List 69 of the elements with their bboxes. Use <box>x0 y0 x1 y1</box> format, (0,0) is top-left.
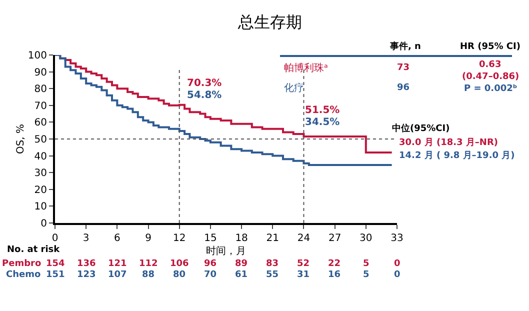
annotation: 中位(95%CI) <box>392 123 450 134</box>
text: 31 <box>297 270 310 280</box>
text: 帕博利珠ᵃ <box>284 62 328 74</box>
text: 61 <box>235 270 248 280</box>
y-tick-label: 50 <box>34 134 47 146</box>
y-tick-label: 80 <box>34 84 47 96</box>
text: 5 <box>363 270 370 280</box>
text: 154 <box>46 259 65 269</box>
x-tick-label: 24 <box>297 233 310 244</box>
text: (0.47–0.86) <box>462 72 520 82</box>
y-tick-label: 90 <box>34 67 47 78</box>
text: 0 <box>394 259 400 269</box>
text: 30.0 月 (18.3 月–NR) <box>399 137 498 148</box>
text: 80 <box>173 270 186 280</box>
x-tick-label: 15 <box>204 233 217 244</box>
x-tick-label: 9 <box>145 233 152 244</box>
x-tick-label: 27 <box>328 233 342 244</box>
y-tick-label: 0 <box>40 218 47 230</box>
text: 70 <box>204 270 217 280</box>
annotation: 70.3% <box>187 78 222 89</box>
text: No. at risk <box>7 245 61 255</box>
text: 88 <box>142 270 155 280</box>
text: Pembro <box>2 259 42 269</box>
text: 化疗 <box>284 82 304 94</box>
x-tick-label: 21 <box>266 233 280 244</box>
text: 123 <box>77 270 96 280</box>
x-tick-label: 30 <box>360 233 372 244</box>
x-tick-label: 3 <box>82 233 90 244</box>
text: 106 <box>170 259 189 269</box>
annotation: 34.5% <box>305 117 340 128</box>
text: 16 <box>328 270 341 280</box>
text: HR (95% CI) <box>460 42 520 52</box>
x-tick-label: 6 <box>114 233 120 244</box>
annotation: 73 <box>397 63 410 73</box>
text: 136 <box>77 259 96 269</box>
text: 0.63 <box>479 60 502 70</box>
text: 107 <box>108 270 127 280</box>
y-tick-label: 40 <box>34 151 47 162</box>
y-tick-label: 70 <box>34 100 47 112</box>
x-tick-label: 33 <box>390 233 404 244</box>
text: 14.2 月 ( 9.8 月–19.0 月) <box>399 150 515 161</box>
x-axis-title: 时间，月 <box>206 245 246 257</box>
text: 151 <box>46 270 65 280</box>
annotation: 51.5% <box>305 105 340 116</box>
text: 5 <box>363 259 370 269</box>
text: 83 <box>266 259 279 269</box>
y-tick-label: 10 <box>34 202 47 213</box>
text: 0 <box>394 270 400 280</box>
text: 事件, n <box>389 41 421 52</box>
x-tick-label: 18 <box>235 233 248 244</box>
text: Chemo <box>6 270 41 280</box>
text: P = 0.002ᵇ <box>464 84 518 94</box>
text: 89 <box>235 259 248 269</box>
text: 96 <box>204 259 217 269</box>
y-tick-label: 60 <box>34 118 47 129</box>
annotation: 54.8% <box>187 90 222 101</box>
chart-title: 总生存期 <box>236 12 302 32</box>
y-tick-label: 30 <box>34 168 47 180</box>
text: 52 <box>297 259 310 269</box>
text: 22 <box>328 259 341 269</box>
y-axis-title: OS, % <box>15 124 26 154</box>
y-tick-label: 20 <box>34 184 47 196</box>
x-tick-label: 12 <box>172 233 186 244</box>
x-tick-label: 0 <box>52 233 58 244</box>
annotation: 96 <box>397 83 410 93</box>
text: 55 <box>266 270 279 280</box>
text: 112 <box>139 259 158 269</box>
y-tick-label: 100 <box>28 50 47 62</box>
text: 121 <box>108 259 127 269</box>
